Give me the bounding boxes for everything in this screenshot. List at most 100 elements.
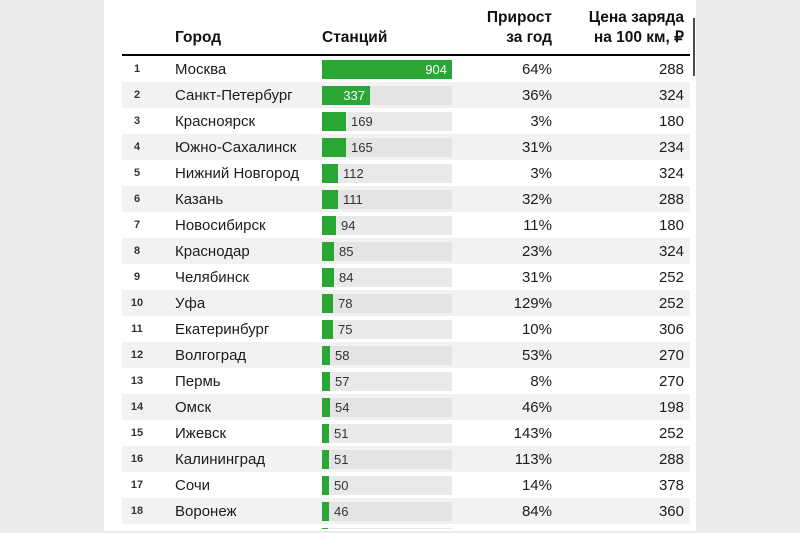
bar-label-outside: 51: [334, 451, 349, 467]
price: 180: [658, 216, 684, 234]
partial-bar-fill: [322, 527, 328, 529]
bar-label-outside: 94: [341, 217, 356, 233]
growth: 23%: [521, 242, 552, 260]
price: 360: [658, 502, 684, 520]
bar-label-outside: 51: [334, 425, 349, 441]
bar-fill: [322, 293, 333, 313]
city: Санкт-Петербург: [175, 86, 293, 104]
growth: 36%: [521, 86, 552, 104]
price: 270: [658, 346, 684, 364]
price: 378: [658, 476, 684, 494]
header-city: Город: [175, 28, 222, 46]
rank: 2: [133, 89, 141, 101]
bar-track: 165: [322, 137, 452, 157]
price: 270: [658, 372, 684, 390]
city: Пермь: [175, 372, 221, 390]
table-row: 14 Омск 54 46% 198: [122, 394, 690, 420]
city: Челябинск: [175, 268, 250, 286]
bar-fill: [322, 137, 346, 157]
bar-track: 58: [322, 345, 452, 365]
price: 180: [658, 112, 684, 130]
bar-fill: [322, 215, 336, 235]
table-row: 17 Сочи 50 14% 378: [122, 472, 690, 498]
growth: 31%: [521, 268, 552, 286]
bar-fill: [322, 189, 338, 209]
bar-fill: 904: [322, 59, 452, 79]
table-row: 18 Воронеж 46 84% 360: [122, 498, 690, 524]
growth: 113%: [514, 450, 552, 468]
bar-track: 78: [322, 293, 452, 313]
bar-fill: [322, 111, 346, 131]
rank: 10: [130, 297, 144, 309]
city: Сочи: [175, 476, 211, 494]
rank: 14: [130, 401, 144, 413]
table-card: Город Станций Прирост за год Цена заряда…: [104, 0, 696, 531]
city: Красноярск: [175, 112, 256, 130]
bar-track: 337: [322, 85, 452, 105]
bar-label-outside: 50: [334, 477, 349, 493]
city: Краснодар: [175, 242, 250, 260]
bar-fill: [322, 501, 329, 521]
rank: 5: [133, 167, 141, 179]
table-row: 11 Екатеринбург 75 10% 306: [122, 316, 690, 342]
bar-fill: [322, 345, 330, 365]
rank: 12: [130, 349, 144, 361]
ev-stations-table: Город Станций Прирост за год Цена заряда…: [122, 0, 690, 529]
price: 306: [658, 320, 684, 338]
city: Омск: [175, 398, 212, 416]
table-row: 3 Красноярск 169 3% 180: [122, 108, 690, 134]
city: Уфа: [175, 294, 206, 312]
city: Ижевск: [175, 424, 227, 442]
bar-label-outside: 169: [351, 113, 373, 129]
growth: 8%: [530, 372, 552, 390]
bar-track: 57: [322, 371, 452, 391]
growth: 10%: [521, 320, 552, 338]
bar-label-outside: 165: [351, 139, 373, 155]
growth: 53%: [521, 346, 552, 364]
bar-label-outside: 58: [335, 347, 350, 363]
city: Казань: [175, 190, 224, 208]
rank: 8: [133, 245, 141, 257]
table-row: 9 Челябинск 84 31% 252: [122, 264, 690, 290]
rank: 18: [130, 505, 144, 517]
bar-fill: [322, 475, 329, 495]
table-row: 13 Пермь 57 8% 270: [122, 368, 690, 394]
city: Волгоград: [175, 346, 247, 364]
price: 324: [658, 242, 684, 260]
bar-label-outside: 75: [338, 321, 353, 337]
header-price: Цена заряда на 100 км, ₽: [588, 9, 684, 46]
table-row: 15 Ижевск 51 143% 252: [122, 420, 690, 446]
bar-track: 169: [322, 111, 452, 131]
bar-track: 51: [322, 449, 452, 469]
price: 252: [658, 268, 684, 286]
partial-bar-track: [322, 527, 452, 529]
growth: 143%: [513, 424, 552, 442]
table-row: 1 Москва 904 64% 288: [122, 56, 690, 82]
city: Воронеж: [175, 502, 237, 520]
price: 288: [658, 190, 684, 208]
bar-track: 54: [322, 397, 452, 417]
bar-label-outside: 57: [335, 373, 350, 389]
header-growth: Прирост за год: [486, 9, 552, 46]
bar-label-outside: 54: [335, 399, 350, 415]
bar-label-inside: 904: [425, 61, 447, 77]
city: Новосибирск: [175, 216, 266, 234]
rank: 4: [133, 141, 141, 153]
growth: 31%: [521, 138, 552, 156]
price: 324: [658, 86, 684, 104]
rank: 6: [133, 193, 141, 205]
price: 252: [658, 424, 684, 442]
table-row: 8 Краснодар 85 23% 324: [122, 238, 690, 264]
rank: 1: [133, 63, 141, 75]
rank: 7: [133, 219, 141, 231]
table-row: 2 Санкт-Петербург 337 36% 324: [122, 82, 690, 108]
table-header-row: Город Станций Прирост за год Цена заряда…: [122, 0, 690, 56]
bar-fill: [322, 319, 333, 339]
bar-track: 111: [322, 189, 452, 209]
scrollbar-thumb[interactable]: [693, 18, 695, 76]
bar-label-outside: 78: [338, 295, 353, 311]
bar-fill: [322, 449, 329, 469]
table-row: 10 Уфа 78 129% 252: [122, 290, 690, 316]
city: Южно-Сахалинск: [175, 138, 297, 156]
bar-track: 85: [322, 241, 452, 261]
